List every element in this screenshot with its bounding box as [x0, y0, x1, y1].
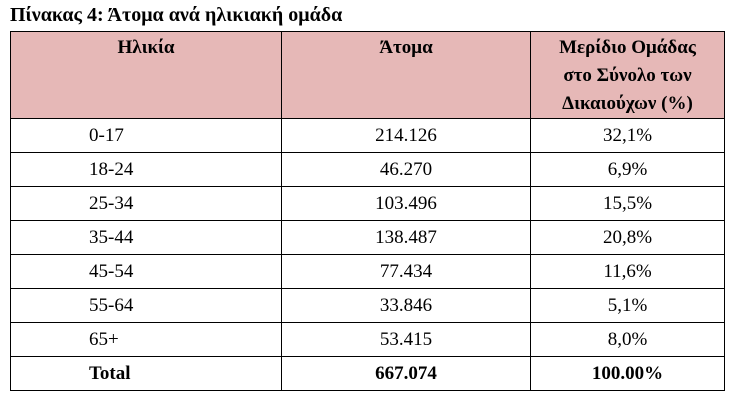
table-cell: 0-17	[10, 118, 282, 153]
table-body: 0-17 214.126 32,1% 18-24 46.270 6,9% 25-34 103.…	[10, 118, 725, 391]
table-row: 65+ 53.415 8,0%	[10, 322, 725, 357]
total-cell: 667.074	[281, 356, 531, 391]
total-cell: Total	[10, 356, 282, 391]
table-row: 18-24 46.270 6,9%	[10, 152, 725, 187]
table-cell: 20,8%	[530, 220, 725, 255]
table-cell: 25-34	[10, 186, 282, 221]
table-head: Ηλικία Άτομα Μερίδιο Ομάδας στο Σύνολο των…	[10, 31, 725, 119]
table-row: 25-34 103.496 15,5%	[10, 186, 725, 221]
table-cell: 65+	[10, 322, 282, 357]
table-cell: 15,5%	[530, 186, 725, 221]
table-cell: 77.434	[281, 254, 531, 289]
table-cell: 45-54	[10, 254, 282, 289]
table-cell: 32,1%	[530, 118, 725, 153]
header-row: Ηλικία Άτομα Μερίδιο Ομάδας στο Σύνολο των…	[10, 31, 725, 119]
table-cell: 18-24	[10, 152, 282, 187]
data-table: Ηλικία Άτομα Μερίδιο Ομάδας στο Σύνολο των…	[10, 31, 725, 391]
table-cell: 214.126	[281, 118, 531, 153]
table-row: 45-54 77.434 11,6%	[10, 254, 725, 289]
table-cell: 6,9%	[530, 152, 725, 187]
header-cell: Άτομα	[281, 31, 531, 119]
table-cell: 138.487	[281, 220, 531, 255]
table-row: 35-44 138.487 20,8%	[10, 220, 725, 255]
total-row: Total 667.074 100.00%	[10, 356, 725, 391]
table-cell: 5,1%	[530, 288, 725, 323]
header-cell: Μερίδιο Ομάδας στο Σύνολο των Δικαιούχων…	[530, 31, 725, 119]
table-cell: 103.496	[281, 186, 531, 221]
table-row: 55-64 33.846 5,1%	[10, 288, 725, 323]
table-cell: 33.846	[281, 288, 531, 323]
table-cell: 35-44	[10, 220, 282, 255]
table-cell: 8,0%	[530, 322, 725, 357]
table-cell: 11,6%	[530, 254, 725, 289]
total-cell: 100.00%	[530, 356, 725, 391]
table-cell: 53.415	[281, 322, 531, 357]
header-cell: Ηλικία	[10, 31, 282, 119]
table-cell: 55-64	[10, 288, 282, 323]
table-row: 0-17 214.126 32,1%	[10, 118, 725, 153]
table-title: Πίνακας 4: Άτομα ανά ηλικιακή ομάδα	[10, 4, 343, 26]
table-cell: 46.270	[281, 152, 531, 187]
